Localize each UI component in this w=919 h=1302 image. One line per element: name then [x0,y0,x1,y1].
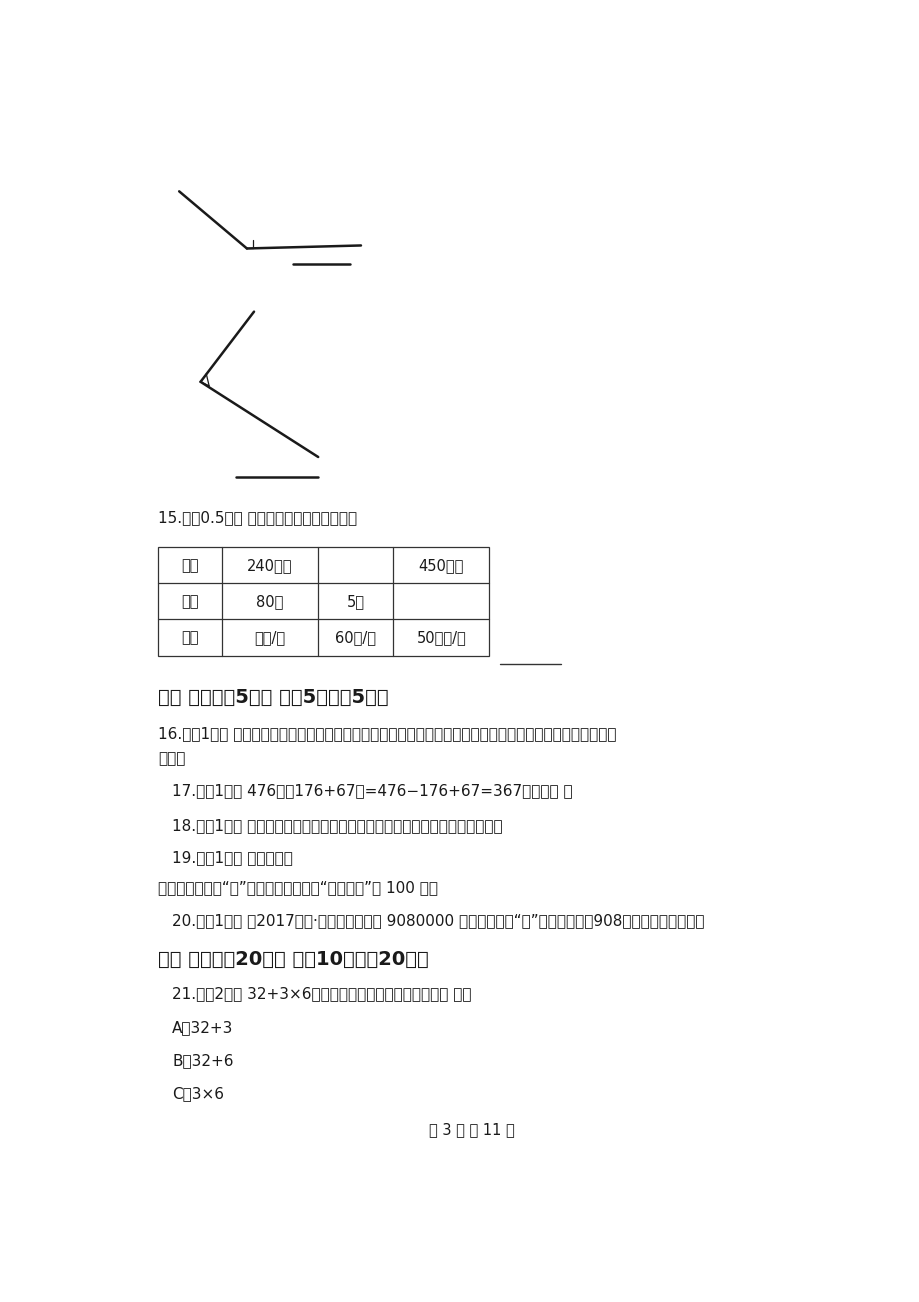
Text: 21.　（2分） 32+3×6，计算这个算式时，应先算（　　 ）。: 21. （2分） 32+3×6，计算这个算式时，应先算（ ）。 [172,987,471,1001]
Text: 第 3 页 八 11 页: 第 3 页 八 11 页 [428,1122,514,1137]
Text: 二、 判断。（5分） （共5题；共5分）: 二、 判断。（5分） （共5题；共5分） [158,687,388,707]
Bar [158,547,489,655]
Text: 60米/秒: 60米/秒 [335,630,376,644]
Text: 千米/分: 千米/分 [255,630,285,644]
Text: 速度: 速度 [181,630,199,644]
Text: 80分: 80分 [256,594,283,609]
Text: 240千米: 240千米 [247,557,292,573]
Text: A．32+3: A．32+3 [172,1021,233,1035]
Text: C．3×6: C．3×6 [172,1087,224,1101]
Text: B．32+6: B．32+6 [172,1053,233,1069]
Text: 15.　（0.5分） 填一填．（从左到右填写）: 15. （0.5分） 填一填．（从左到右填写） [158,510,357,525]
Text: 450千米: 450千米 [418,557,463,573]
Text: 三、 选择。（20分） （入10题；入20分）: 三、 选择。（20分） （入10题；入20分） [158,950,428,969]
Text: 19.　（1分） 判断对错．: 19. （1分） 判断对错． [172,850,292,865]
Text: 16.　（1分） 两个大小相同的正方形拼成一个长方形后．周长是原来的周长和，面积是原来的面积和。（判断: 16. （1分） 两个大小相同的正方形拼成一个长方形后．周长是原来的周长和，面积… [158,725,616,741]
Text: 时间: 时间 [181,594,199,609]
Text: 17.　（1分） 476－（176+67）=476−176+67=367。（　　 ）: 17. （1分） 476－（176+67）=476−176+67=367。（ ） [172,783,572,798]
Text: 路程: 路程 [181,557,199,573]
Text: 整数的计数单位“百”是小数的计数单位“百分之一”的 100 倍．: 整数的计数单位“百”是小数的计数单位“百分之一”的 100 倍． [158,880,437,894]
Text: 5秒: 5秒 [346,594,364,609]
Text: 50千米/时: 50千米/时 [416,630,466,644]
Text: 18.　（1分） 一个混合运算的算式，计算时一定要按照从左往右的顺序进行。: 18. （1分） 一个混合运算的算式，计算时一定要按照从左往右的顺序进行。 [172,818,502,833]
Text: 20.　（1分） （2017四上·西宁月考）　　 9080000 千克改写成用“万”作单位的数是908千克。（判断对错）: 20. （1分） （2017四上·西宁月考） 9080000 千克改写成用“万”… [172,913,704,928]
Text: 对错）: 对错） [158,751,185,766]
